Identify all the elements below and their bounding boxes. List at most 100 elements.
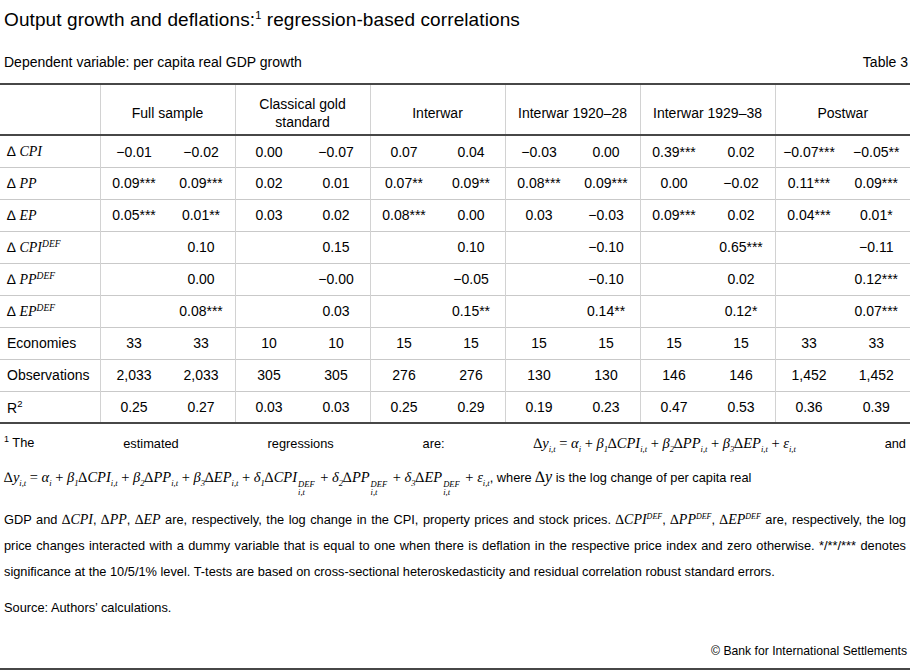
table-row: ∆ CPI−0.01−0.020.00−0.070.070.04−0.030.0…	[0, 135, 910, 167]
value-cell: 0.09***	[100, 167, 168, 199]
value-cell: 33	[775, 327, 843, 359]
math-sup-sub: DEFi,t	[298, 480, 315, 496]
value-cell: −0.00	[303, 263, 371, 295]
table-row: Observations2,0332,033305305276276130130…	[0, 359, 910, 391]
value-cell: −0.07***	[775, 135, 843, 167]
value-cell: 276	[370, 359, 438, 391]
value-cell	[235, 263, 303, 295]
value-cell	[370, 263, 438, 295]
source-line: Source: Authors’ calculations.	[4, 600, 910, 615]
value-cell: 0.19	[505, 391, 573, 423]
page-title: Output growth and deflations:1 regressio…	[0, 0, 910, 31]
value-cell: 0.07**	[370, 167, 438, 199]
math-sup-sub: DEFi,t	[443, 480, 460, 496]
footnote-word-regressions: regressions	[268, 436, 334, 451]
table-row: Economies333310101515151515153333	[0, 327, 910, 359]
copyright-notice: © Bank for International Settlements	[711, 644, 907, 658]
value-cell: 305	[235, 359, 303, 391]
value-cell: −0.02	[168, 135, 236, 167]
value-cell: 0.25	[370, 391, 438, 423]
value-cell: 0.05***	[100, 199, 168, 231]
value-cell: −0.05**	[843, 135, 910, 167]
table-row: ∆ EPDEF0.08***0.030.15**0.14**0.12*0.07*…	[0, 295, 910, 327]
value-cell: 10	[303, 327, 371, 359]
value-cell: 10	[235, 327, 303, 359]
value-cell: 0.00	[438, 199, 506, 231]
table-row: ∆ PPDEF0.00−0.00−0.05−0.100.020.12***	[0, 263, 910, 295]
column-group-header: Interwar	[370, 84, 505, 135]
value-cell: −0.02	[708, 167, 776, 199]
value-cell: 146	[708, 359, 776, 391]
value-cell: −0.10	[573, 231, 641, 263]
table-header-row: Full sampleClassical gold standardInterw…	[0, 84, 910, 135]
value-cell: 130	[573, 359, 641, 391]
value-cell: 0.27	[168, 391, 236, 423]
row-label: ∆ PPDEF	[0, 263, 100, 295]
value-cell	[775, 231, 843, 263]
value-cell: 0.11***	[775, 167, 843, 199]
title-text: Output growth and deflations:	[4, 9, 255, 30]
row-label: Observations	[0, 359, 100, 391]
value-cell: 0.02	[303, 199, 371, 231]
value-cell: 146	[640, 359, 708, 391]
value-cell: 0.03	[303, 295, 371, 327]
math-sup-sub: DEFi,t	[371, 480, 388, 496]
value-cell: 0.15	[303, 231, 371, 263]
table-row: ∆ PP0.09***0.09***0.020.010.07**0.09**0.…	[0, 167, 910, 199]
value-cell: 0.01*	[843, 199, 910, 231]
row-label: ∆ CPIDEF	[0, 231, 100, 263]
value-cell: 15	[640, 327, 708, 359]
row-label: ∆ PP	[0, 167, 100, 199]
value-cell: 0.23	[573, 391, 641, 423]
value-cell: 0.09***	[843, 167, 910, 199]
value-cell: 0.09***	[168, 167, 236, 199]
value-cell: 15	[370, 327, 438, 359]
value-cell: 0.00	[573, 135, 641, 167]
value-cell: 0.47	[640, 391, 708, 423]
value-cell: −0.03	[573, 199, 641, 231]
table-number-label: Table 3	[863, 54, 908, 70]
row-label: ∆ CPI	[0, 135, 100, 167]
table-row: R20.250.270.030.030.250.290.190.230.470.…	[0, 391, 910, 423]
value-cell: −0.07	[303, 135, 371, 167]
value-cell: 0.04	[438, 135, 506, 167]
value-cell: 0.39	[843, 391, 910, 423]
row-label: Economies	[0, 327, 100, 359]
value-cell: −0.03	[505, 135, 573, 167]
value-cell	[505, 263, 573, 295]
value-cell: −0.11	[843, 231, 910, 263]
value-cell: 0.08***	[505, 167, 573, 199]
value-cell: 33	[168, 327, 236, 359]
value-cell	[100, 263, 168, 295]
footnote-word-the: 1 The	[4, 434, 34, 450]
value-cell: 0.03	[505, 199, 573, 231]
table-body: ∆ CPI−0.01−0.020.00−0.070.070.04−0.030.0…	[0, 135, 910, 423]
value-cell: −0.05	[438, 263, 506, 295]
value-cell	[100, 231, 168, 263]
row-label: ∆ EP	[0, 199, 100, 231]
value-cell: 0.09***	[573, 167, 641, 199]
value-cell	[640, 231, 708, 263]
value-cell: −0.10	[573, 263, 641, 295]
value-cell: 0.08***	[370, 199, 438, 231]
value-cell: 0.10	[168, 231, 236, 263]
value-cell: 33	[100, 327, 168, 359]
value-cell: 0.09***	[640, 199, 708, 231]
subtitle-row: Dependent variable: per capita real GDP …	[4, 54, 908, 70]
value-cell: 15	[505, 327, 573, 359]
value-cell: 0.36	[775, 391, 843, 423]
value-cell	[370, 295, 438, 327]
value-cell: −0.01	[100, 135, 168, 167]
value-cell: 0.00	[640, 167, 708, 199]
value-cell: 0.03	[235, 199, 303, 231]
column-group-header: Postwar	[775, 84, 910, 135]
value-cell: 0.07	[370, 135, 438, 167]
column-group-header: Classical gold standard	[235, 84, 370, 135]
value-cell: 0.25	[100, 391, 168, 423]
value-cell	[640, 263, 708, 295]
table-row: ∆ CPIDEF0.100.150.10−0.100.65***−0.11	[0, 231, 910, 263]
bottom-rule	[0, 668, 910, 670]
value-cell: 0.03	[235, 391, 303, 423]
footnote-word-are: are:	[423, 436, 445, 451]
value-cell: 0.10	[438, 231, 506, 263]
